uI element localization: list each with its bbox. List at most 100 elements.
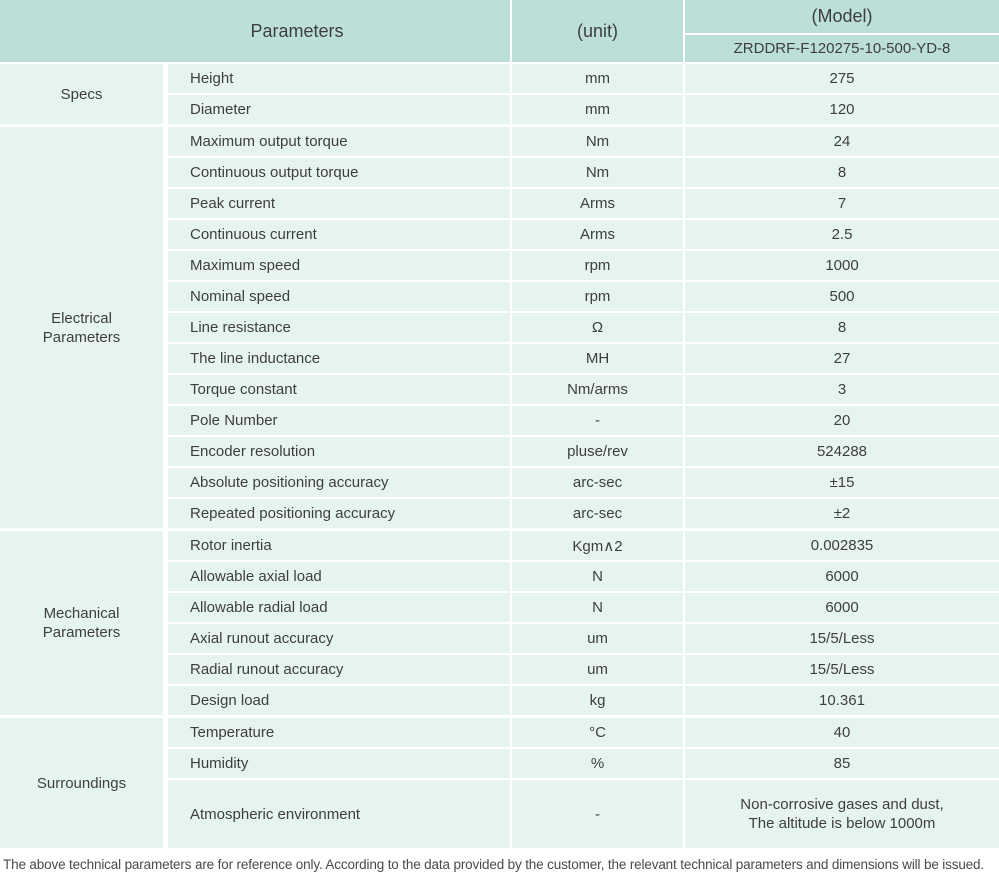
value-cell: 7: [685, 189, 999, 218]
value-cell: 1000: [685, 251, 999, 280]
table-header: Parameters (unit) (Model) ZRDDRF-F120275…: [0, 0, 999, 62]
value-cell: 8: [685, 158, 999, 187]
param-cell: Absolute positioning accuracy: [168, 468, 510, 497]
value-cell: 40: [685, 718, 999, 747]
unit-cell: MH: [512, 344, 683, 373]
table-row: Continuous output torque Nm 8: [168, 158, 999, 187]
value-cell: 6000: [685, 562, 999, 591]
unit-cell: Arms: [512, 220, 683, 249]
table-row: Repeated positioning accuracy arc-sec ±2: [168, 499, 999, 528]
value-cell: 8: [685, 313, 999, 342]
param-cell: Height: [168, 64, 510, 93]
table-row: Allowable axial load N 6000: [168, 562, 999, 591]
unit-cell: Ω: [512, 313, 683, 342]
param-cell: Allowable radial load: [168, 593, 510, 622]
unit-cell: arc-sec: [512, 468, 683, 497]
unit-cell: pluse/rev: [512, 437, 683, 466]
unit-cell: Nm: [512, 158, 683, 187]
table-row: Encoder resolution pluse/rev 524288: [168, 437, 999, 466]
param-cell: Peak current: [168, 189, 510, 218]
group-cell: Electrical Parameters: [0, 127, 163, 528]
table-row: Maximum speed rpm 1000: [168, 251, 999, 280]
table-row: Diameter mm 120: [168, 95, 999, 124]
param-cell: Line resistance: [168, 313, 510, 342]
unit-cell: mm: [512, 64, 683, 93]
value-cell: 275: [685, 64, 999, 93]
param-cell: Nominal speed: [168, 282, 510, 311]
table-section: Specs Height mm 275 Diameter mm 120: [0, 64, 999, 124]
value-cell: 20: [685, 406, 999, 435]
table-row: Peak current Arms 7: [168, 189, 999, 218]
value-cell: 15/5/Less: [685, 655, 999, 684]
unit-cell: °C: [512, 718, 683, 747]
unit-cell: rpm: [512, 251, 683, 280]
unit-cell: Nm/arms: [512, 375, 683, 404]
unit-cell: N: [512, 593, 683, 622]
unit-cell: mm: [512, 95, 683, 124]
value-cell: 500: [685, 282, 999, 311]
unit-cell: Nm: [512, 127, 683, 156]
param-cell: Maximum speed: [168, 251, 510, 280]
header-parameters: Parameters: [0, 0, 510, 62]
unit-cell: arc-sec: [512, 499, 683, 528]
param-cell: Design load: [168, 686, 510, 715]
table-row: Torque constant Nm/arms 3: [168, 375, 999, 404]
table-row: Absolute positioning accuracy arc-sec ±15: [168, 468, 999, 497]
value-cell: 120: [685, 95, 999, 124]
table-row: Radial runout accuracy um 15/5/Less: [168, 655, 999, 684]
value-cell: 3: [685, 375, 999, 404]
param-cell: Encoder resolution: [168, 437, 510, 466]
group-cell: Specs: [0, 64, 163, 124]
header-unit: (unit): [512, 0, 683, 62]
table-section: Electrical Parameters Maximum output torq…: [0, 127, 999, 528]
table-row: Allowable radial load N 6000: [168, 593, 999, 622]
param-cell: Rotor inertia: [168, 531, 510, 560]
footnote: The above technical parameters are for r…: [3, 857, 985, 872]
table-row: Axial runout accuracy um 15/5/Less: [168, 624, 999, 653]
param-cell: Repeated positioning accuracy: [168, 499, 510, 528]
table-row: Atmospheric environment - Non-corrosive ga…: [168, 780, 999, 848]
table-row: Rotor inertia Kgm∧2 0.002835: [168, 531, 999, 560]
value-cell: 0.002835: [685, 531, 999, 560]
unit-cell: -: [512, 780, 683, 848]
table-row: Height mm 275: [168, 64, 999, 93]
unit-cell: Kgm∧2: [512, 531, 683, 560]
param-cell: Axial runout accuracy: [168, 624, 510, 653]
value-cell: 524288: [685, 437, 999, 466]
header-model-value: ZRDDRF-F120275-10-500-YD-8: [685, 35, 999, 62]
unit-cell: um: [512, 655, 683, 684]
table-section: Mechanical Parameters Rotor inertia Kgm∧2 0…: [0, 531, 999, 715]
table-row: Humidity% 85: [168, 749, 999, 778]
table-row: Temperature °C 40: [168, 718, 999, 747]
unit-cell: N: [512, 562, 683, 591]
value-cell: 10.361: [685, 686, 999, 715]
unit-cell: %: [512, 749, 683, 778]
param-cell: Maximum output torque: [168, 127, 510, 156]
table-row: Line resistance Ω 8: [168, 313, 999, 342]
param-cell: Atmospheric environment: [168, 780, 510, 848]
param-cell: Continuous output torque: [168, 158, 510, 187]
table-row: The line inductance MH 27: [168, 344, 999, 373]
table-body: Specs Height mm 275 Diameter mm 120 Electrical …: [0, 64, 999, 848]
table-row: Maximum output torque Nm 24: [168, 127, 999, 156]
param-cell: The line inductance: [168, 344, 510, 373]
value-cell: 27: [685, 344, 999, 373]
table-row: Continuous current Arms 2.5: [168, 220, 999, 249]
value-cell: 24: [685, 127, 999, 156]
param-cell: Temperature: [168, 718, 510, 747]
param-cell: Continuous current: [168, 220, 510, 249]
value-cell: ±2: [685, 499, 999, 528]
param-cell: Humidity: [168, 749, 510, 778]
group-cell: Surroundings: [0, 718, 163, 848]
unit-cell: um: [512, 624, 683, 653]
param-cell: Radial runout accuracy: [168, 655, 510, 684]
value-cell: 85: [685, 749, 999, 778]
unit-cell: kg: [512, 686, 683, 715]
unit-cell: Arms: [512, 189, 683, 218]
spec-table: Parameters (unit) (Model) ZRDDRF-F120275…: [0, 0, 999, 848]
param-cell: Allowable axial load: [168, 562, 510, 591]
table-row: Nominal speed rpm 500: [168, 282, 999, 311]
header-model-column: (Model) ZRDDRF-F120275-10-500-YD-8: [685, 0, 999, 62]
group-cell: Mechanical Parameters: [0, 531, 163, 715]
value-cell: ±15: [685, 468, 999, 497]
